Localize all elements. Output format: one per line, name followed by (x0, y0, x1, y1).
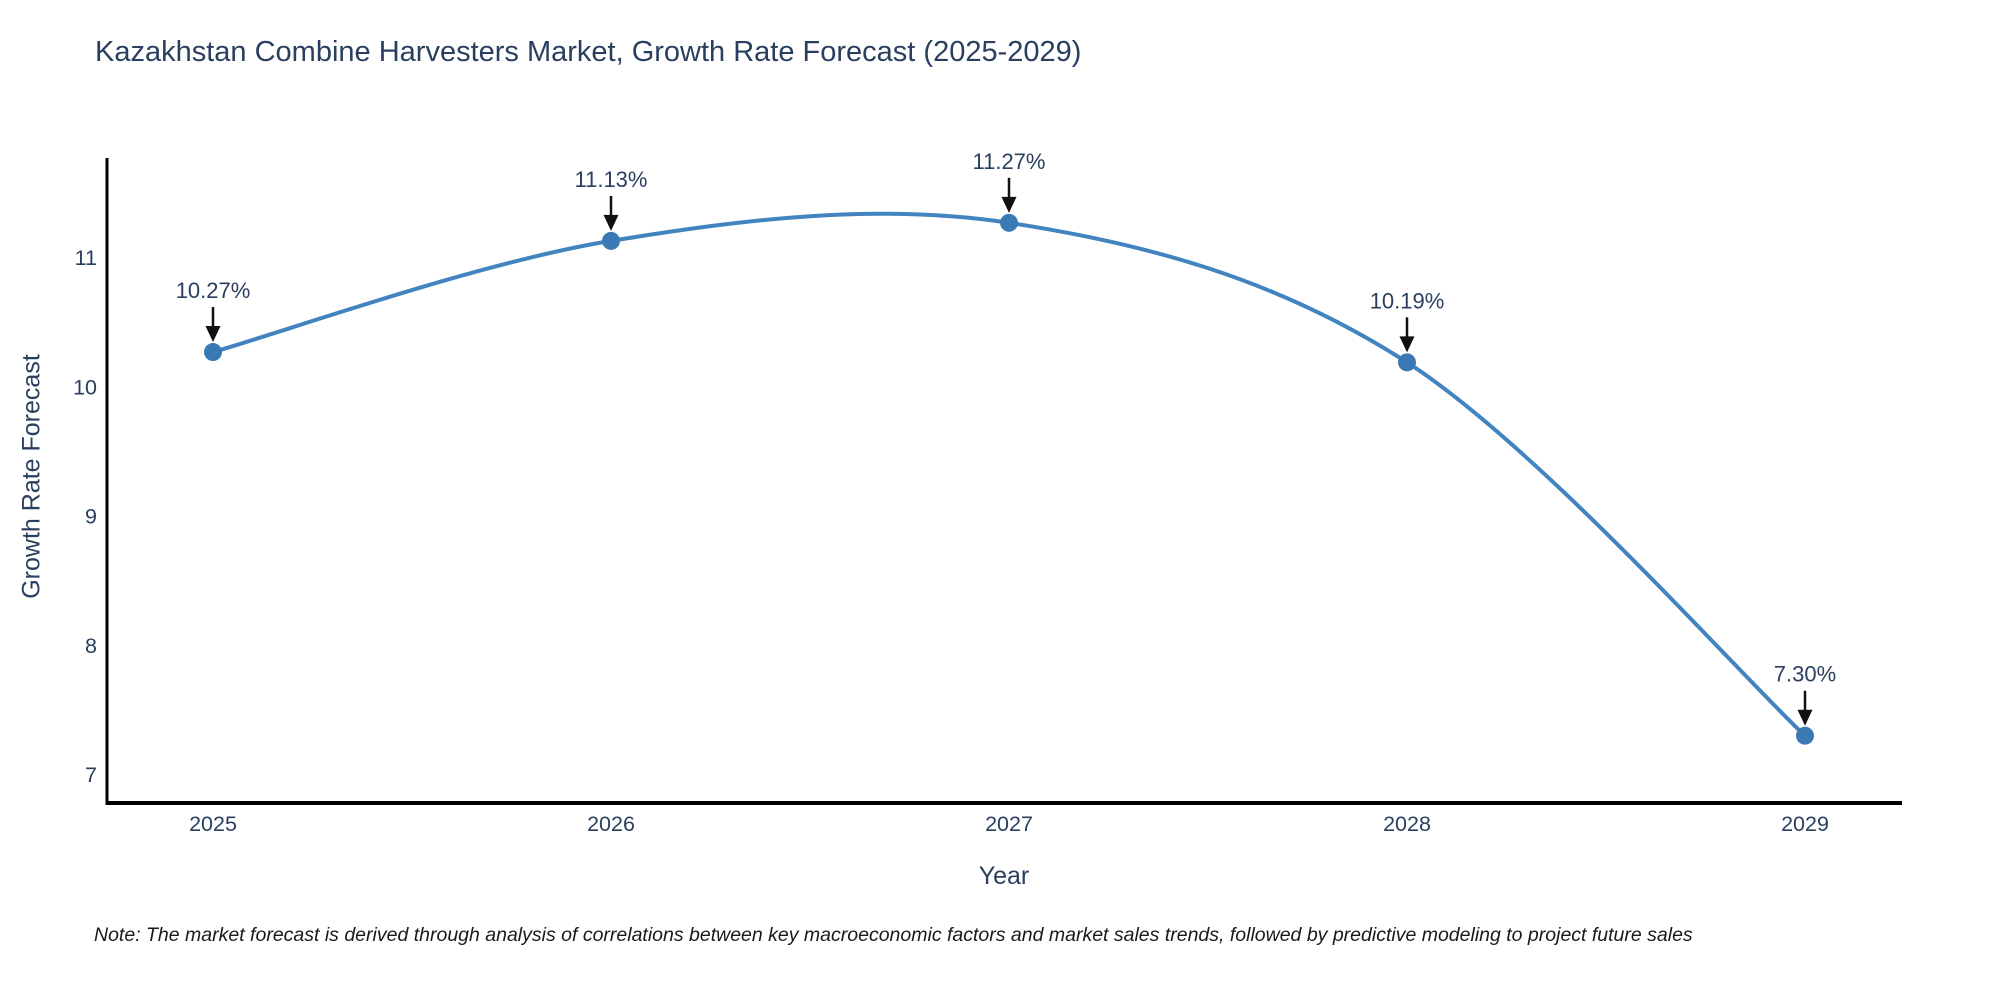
chart-footnote: Note: The market forecast is derived thr… (94, 924, 1693, 946)
annotation-arrow-head (603, 214, 619, 231)
annotation-arrow-head (1001, 196, 1017, 213)
annotation-arrow-head (1797, 709, 1813, 726)
y-tick-label: 10 (73, 375, 97, 399)
x-tick-label: 2025 (189, 812, 237, 836)
data-point-2029 (1796, 726, 1814, 745)
data-point-2027 (1000, 213, 1018, 232)
y-tick-label: 9 (85, 505, 97, 529)
x-tick-label: 2029 (1781, 812, 1829, 836)
y-axis-title: Growth Rate Forecast (17, 354, 46, 599)
x-axis-title: Year (978, 862, 1030, 890)
data-label: 7.30% (1774, 662, 1836, 687)
chart-title: Kazakhstan Combine Harvesters Market, Gr… (95, 36, 1082, 68)
forecast-line (211, 211, 1807, 738)
data-point-2026 (602, 231, 620, 250)
y-tick-label: 8 (85, 634, 97, 658)
y-tick-label: 7 (85, 763, 97, 787)
x-tick-label: 2026 (587, 812, 635, 836)
x-tick-label: 2027 (985, 812, 1033, 836)
data-label: 10.27% (176, 278, 251, 303)
data-point-2028 (1398, 353, 1416, 372)
data-label: 11.27% (973, 149, 1046, 174)
data-label: 11.13% (575, 167, 648, 192)
annotation-arrow-head (1399, 336, 1415, 353)
y-tick-label: 11 (75, 246, 97, 270)
data-label: 10.19% (1370, 288, 1445, 313)
annotation-arrow-head (205, 326, 221, 343)
x-tick-label: 2028 (1383, 812, 1431, 836)
data-point-2025 (204, 343, 222, 362)
